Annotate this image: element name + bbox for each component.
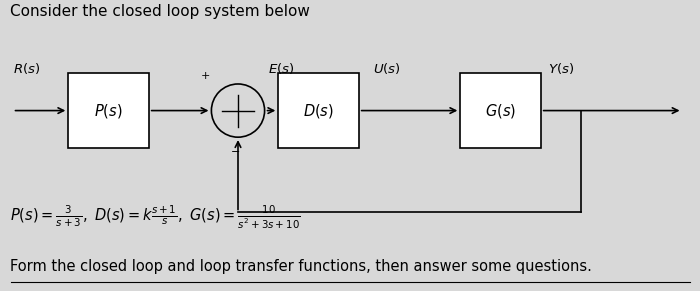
Text: $D(s)$: $D(s)$ xyxy=(303,102,334,120)
Text: Form the closed loop and loop transfer functions, then answer some questions.: Form the closed loop and loop transfer f… xyxy=(10,259,592,274)
Text: $P(s)$: $P(s)$ xyxy=(94,102,122,120)
Text: $R(s)$: $R(s)$ xyxy=(13,61,40,76)
Text: $-$: $-$ xyxy=(230,145,240,155)
Text: $Y(s)$: $Y(s)$ xyxy=(547,61,574,76)
Bar xyxy=(461,73,540,148)
Text: +: + xyxy=(201,71,210,81)
Text: $P(s) = \frac{3}{s+3},\ D(s) = k\frac{s+1}{s},\ G(s) = \frac{10}{s^2+3s+10}$: $P(s) = \frac{3}{s+3},\ D(s) = k\frac{s+… xyxy=(10,204,301,231)
Text: $G(s)$: $G(s)$ xyxy=(485,102,516,120)
Bar xyxy=(279,73,358,148)
Text: $E(s)$: $E(s)$ xyxy=(268,61,295,76)
Bar xyxy=(69,73,148,148)
Text: $U(s)$: $U(s)$ xyxy=(373,61,400,76)
Text: Consider the closed loop system below: Consider the closed loop system below xyxy=(10,4,310,19)
